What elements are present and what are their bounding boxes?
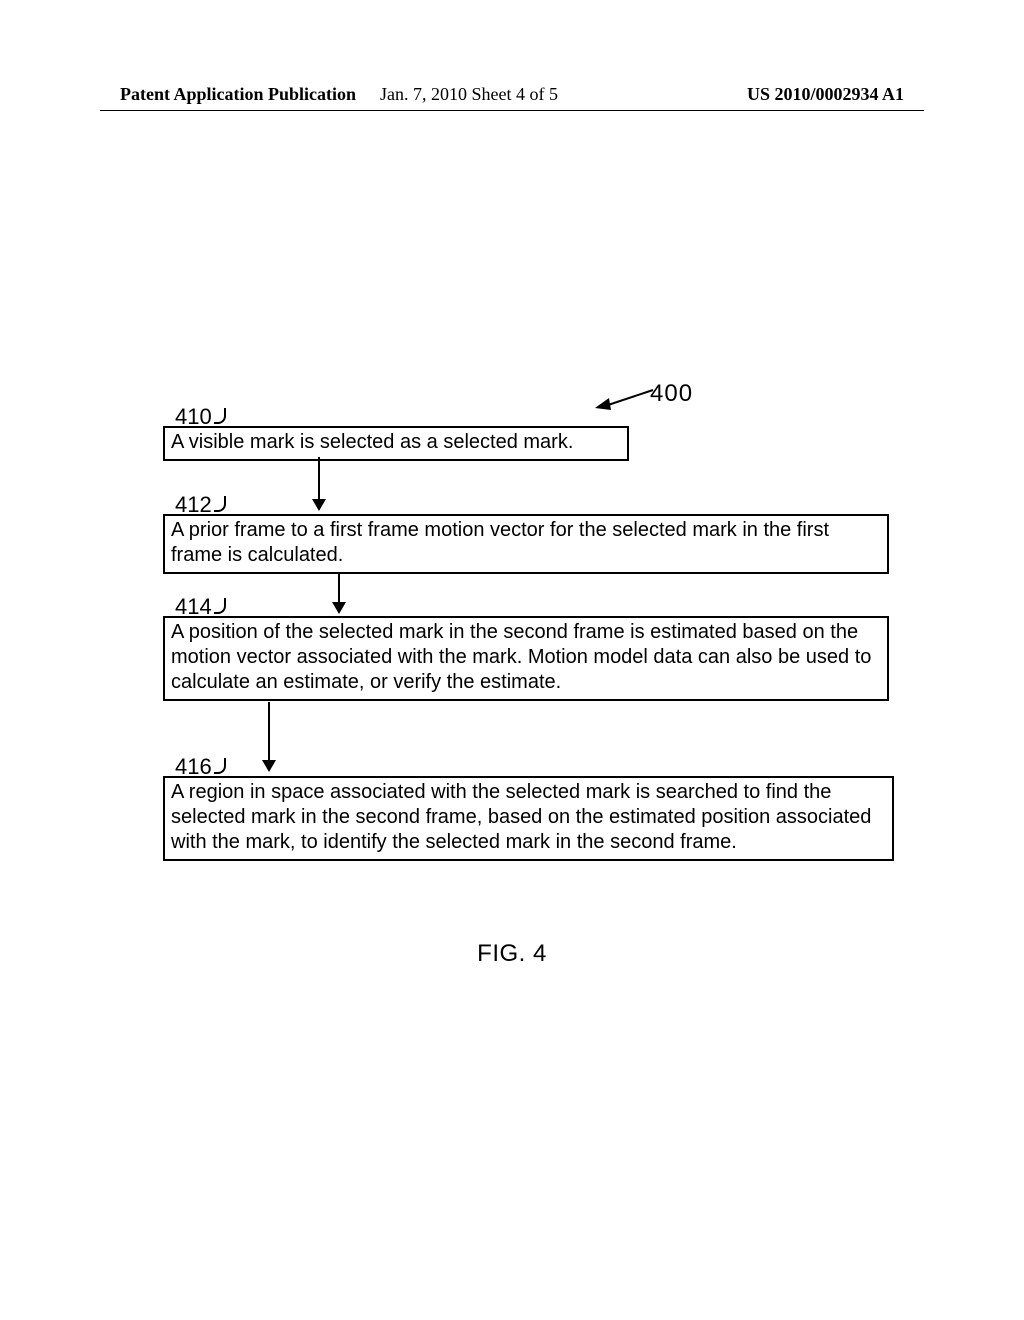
flow-step-412: A prior frame to a first frame motion ve… [163, 514, 889, 574]
flow-step-414: A position of the selected mark in the s… [163, 616, 889, 701]
date-sheet-info: Jan. 7, 2010 Sheet 4 of 5 [380, 84, 558, 105]
flow-arrow-icon [338, 572, 340, 614]
page-header: Patent Application Publication Jan. 7, 2… [0, 84, 1024, 105]
publication-number: US 2010/0002934 A1 [747, 84, 904, 105]
figure-caption: FIG. 4 [0, 940, 1024, 968]
reference-hook-icon [212, 598, 228, 616]
publication-type: Patent Application Publication [120, 84, 356, 105]
reference-hook-icon [212, 408, 228, 426]
header-rule [100, 110, 924, 111]
reference-arrow-icon [595, 386, 657, 410]
flow-step-416: A region in space associated with the se… [163, 776, 894, 861]
reference-hook-icon [212, 496, 228, 514]
flow-arrow-icon [268, 702, 270, 772]
reference-hook-icon [212, 758, 228, 776]
flow-arrow-icon [318, 457, 320, 511]
flow-step-410: A visible mark is selected as a selected… [163, 426, 629, 461]
